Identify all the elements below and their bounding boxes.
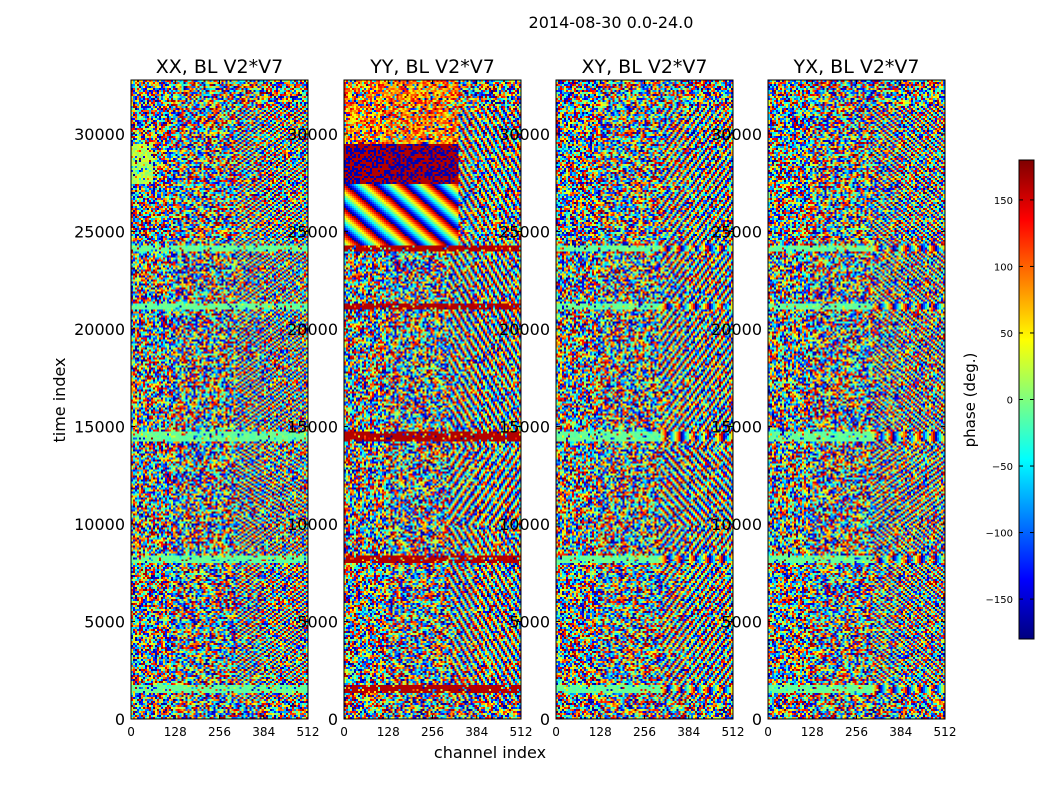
colorbar-tick-label: 50: [1000, 329, 1013, 340]
panel-title: YX, BL V2*V7: [792, 56, 919, 78]
y-tick-label: 10000: [711, 515, 762, 534]
y-tick-label: 0: [328, 710, 338, 729]
y-tick-label: 0: [540, 710, 550, 729]
y-tick-label: 30000: [287, 125, 338, 144]
x-tick-label: 512: [510, 725, 533, 739]
y-tick-label: 5000: [84, 612, 125, 631]
x-tick-label: 512: [722, 725, 745, 739]
x-tick-label: 384: [252, 725, 275, 739]
y-tick-label: 25000: [287, 222, 338, 241]
x-tick-label: 256: [421, 725, 444, 739]
y-tick-label: 30000: [74, 125, 125, 144]
panel-title: XX, BL V2*V7: [156, 56, 283, 78]
y-tick-label: 0: [752, 710, 762, 729]
panel-yy: YY, BL V2*V7 0 128 256 384 512 0 5000 10000 15000…: [287, 56, 532, 739]
x-tick-label: 512: [297, 725, 320, 739]
x-tick-label: 384: [465, 725, 488, 739]
panel-yx: YX, BL V2*V7 0 128 256 384 512 0 5000 10000 15000…: [711, 56, 956, 739]
y-tick-label: 5000: [509, 612, 550, 631]
y-tick-label: 10000: [74, 515, 125, 534]
y-tick-label: 30000: [499, 125, 550, 144]
y-tick-label: 20000: [74, 320, 125, 339]
heatmap-image: [556, 80, 733, 719]
x-tick-label: 128: [164, 725, 187, 739]
x-tick-label: 384: [677, 725, 700, 739]
x-tick-label: 0: [127, 725, 135, 739]
panel-title: XY, BL V2*V7: [581, 56, 707, 78]
x-tick-label: 128: [377, 725, 400, 739]
y-tick-label: 5000: [721, 612, 762, 631]
y-tick-label: 15000: [711, 417, 762, 436]
y-tick-label: 25000: [499, 222, 550, 241]
y-tick-label: 0: [115, 710, 125, 729]
colorbar-tick-label: 100: [994, 262, 1013, 273]
colorbar: −150 −100 −50 0 50 100 150 phase (deg.): [961, 159, 1035, 640]
y-tick-label: 25000: [74, 222, 125, 241]
y-tick-label: 20000: [287, 320, 338, 339]
colorbar-tick-label: 0: [1007, 396, 1013, 407]
colorbar-tick-label: −50: [992, 462, 1013, 473]
x-tick-label: 512: [934, 725, 957, 739]
panel-title: YY, BL V2*V7: [369, 56, 495, 78]
x-tick-label: 256: [633, 725, 656, 739]
heatmap-image: [344, 80, 521, 719]
colorbar-tick-label: −100: [986, 529, 1013, 540]
x-tick-label: 256: [845, 725, 868, 739]
x-tick-label: 384: [889, 725, 912, 739]
y-tick-label: 15000: [74, 417, 125, 436]
y-tick-label: 30000: [711, 125, 762, 144]
y-tick-label: 20000: [499, 320, 550, 339]
y-tick-label: 10000: [287, 515, 338, 534]
x-tick-label: 128: [589, 725, 612, 739]
x-tick-label: 0: [552, 725, 560, 739]
y-tick-label: 10000: [499, 515, 550, 534]
colorbar-tick-label: 150: [994, 196, 1013, 207]
y-tick-label: 25000: [711, 222, 762, 241]
x-tick-label: 0: [764, 725, 772, 739]
colorbar-label: phase (deg.): [961, 353, 979, 448]
x-tick-label: 0: [340, 725, 348, 739]
y-tick-label: 15000: [499, 417, 550, 436]
heatmap-image: [131, 80, 308, 719]
y-tick-label: 5000: [297, 612, 338, 631]
panel-xy: XY, BL V2*V7 0 128 256 384 512 0 5000 10000 15000…: [499, 56, 744, 739]
y-tick-label: 20000: [711, 320, 762, 339]
y-tick-label: 15000: [287, 417, 338, 436]
colorbar-tick-label: −150: [986, 595, 1013, 606]
x-axis-label: channel index: [434, 743, 546, 762]
heatmap-image: [768, 80, 945, 719]
x-tick-label: 256: [208, 725, 231, 739]
panel-xx: XX, BL V2*V7 0 128 256 384 512 0 5000 10000 15000…: [74, 56, 319, 739]
y-axis-label: time index: [50, 357, 69, 442]
x-tick-label: 128: [801, 725, 824, 739]
heatmap-panels: XX, BL V2*V7 0 128 256 384 512 0 5000 10000 15000…: [74, 56, 956, 739]
figure-title: 2014-08-30 0.0-24.0: [529, 13, 694, 32]
